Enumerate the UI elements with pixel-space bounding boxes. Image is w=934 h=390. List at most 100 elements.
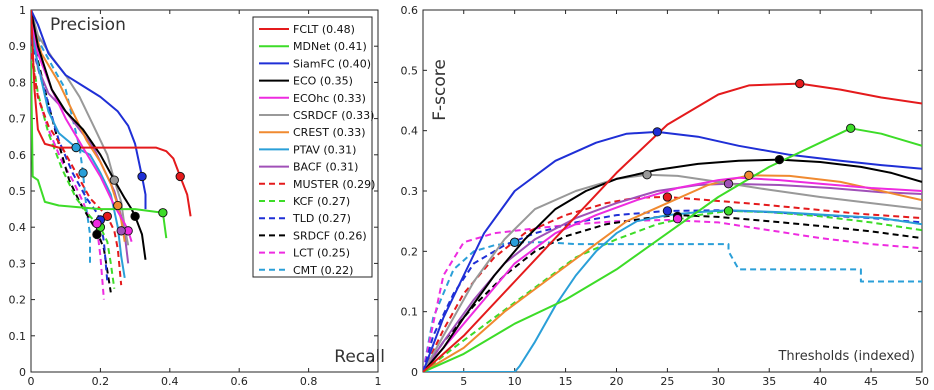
y-tick-label: 1	[19, 4, 26, 17]
legend-label-csrdcf: CSRDCF (0.33)	[293, 109, 374, 122]
legend-label-cmt: CMT (0.22)	[293, 264, 353, 277]
legend-label-siamfc: SiamFC (0.40)	[293, 57, 371, 70]
legend-label-tld: TLD (0.27)	[292, 212, 351, 225]
y-tick-label: 0.5	[401, 64, 419, 77]
series-line-ptav	[423, 209, 922, 372]
series-group	[31, 10, 192, 300]
y-tick-label: 0.4	[401, 125, 419, 138]
series-marker-csrdcf	[642, 170, 652, 180]
legend: FCLT (0.48) MDNet (0.41) SiamFC (0.40) ECO …	[252, 16, 375, 278]
series-line-kcf	[423, 209, 922, 372]
series-marker-lct	[672, 214, 683, 224]
series-marker-bacf	[723, 179, 734, 189]
x-tick-label: 0.6	[230, 375, 248, 388]
series-marker-srdcf	[92, 229, 102, 240]
series-marker-mdnet	[158, 208, 168, 218]
y-tick-label: 0.1	[401, 306, 419, 319]
series-marker-siamfc	[652, 127, 662, 137]
series-marker-siamfc	[137, 171, 147, 182]
x-axis-label: Recall	[334, 347, 385, 367]
series-marker-lct	[92, 218, 102, 229]
series-marker-crest	[113, 200, 123, 211]
legend-label-crest: CREST (0.33)	[293, 126, 366, 139]
series-line-cmt	[423, 241, 922, 372]
legend-label-ptav: PTAV (0.31)	[293, 143, 356, 156]
y-tick-label: 0.2	[401, 245, 419, 258]
series-line-mdnet	[31, 60, 168, 239]
series-line-csrdcf	[423, 173, 922, 372]
series-line-lct	[423, 219, 922, 372]
series-line-muster	[31, 53, 123, 286]
series-group	[423, 82, 922, 372]
x-tick-label: 0.8	[300, 375, 318, 388]
legend-label-lct: LCT (0.25)	[293, 247, 350, 260]
x-tick-label: 35	[762, 375, 776, 388]
series-line-fclt	[423, 82, 922, 372]
series-line-ptav	[31, 27, 126, 279]
precision-recall-panel: 0 0.2 0.4 0.6 0.8 1 0 0.1 0.2 0.3 0.4 0.5 0.6 0.7 0.8 0…	[9, 4, 386, 388]
y-tick-label: 0	[19, 366, 26, 379]
y-tick-label: 0.9	[9, 40, 27, 53]
x-tick-label: 0.4	[161, 375, 179, 388]
x-tick-label: 15	[559, 375, 573, 388]
x-tick-label: 20	[609, 375, 623, 388]
series-marker-tld	[662, 206, 673, 216]
legend-label-srdcf: SRDCF (0.26)	[293, 229, 367, 242]
series-marker-bacf	[116, 226, 126, 236]
y-tick-label: 0.6	[9, 149, 27, 162]
y-tick-label: 0.3	[9, 257, 27, 270]
legend-box	[252, 16, 373, 278]
y-tick-label: 0.1	[9, 330, 27, 343]
series-line-cmt	[31, 16, 91, 264]
y-tick-label: 0.8	[9, 76, 27, 89]
x-tick-label: 10	[508, 375, 522, 388]
legend-label-kcf: KCF (0.27)	[293, 195, 350, 208]
series-line-siamfc	[423, 130, 922, 372]
series-line-bacf	[423, 182, 922, 372]
series-line-eco	[423, 158, 922, 372]
legend-label-eco: ECO (0.35)	[293, 75, 353, 88]
x-tick-label: 50	[915, 375, 929, 388]
y-axis-label: F-score	[430, 59, 450, 121]
series-line-ecohc	[423, 176, 922, 372]
y-tick-label: 0.6	[401, 4, 419, 17]
series-line-tld	[423, 209, 922, 372]
x-axis-label: Thresholds (indexed)	[777, 349, 915, 364]
series-marker-fclt	[175, 171, 185, 182]
series-marker-kcf	[723, 206, 734, 216]
legend-label-bacf: BACF (0.31)	[293, 161, 358, 174]
series-marker-muster	[662, 192, 673, 202]
legend-label-mdnet: MDNet (0.41)	[293, 40, 367, 53]
series-marker-mdnet	[846, 123, 856, 133]
y-tick-label: 0	[411, 366, 418, 379]
legend-label-ecohc: ECOhc (0.33)	[293, 92, 366, 105]
x-tick-label: 0	[28, 375, 35, 388]
fscore-threshold-panel: 5 10 15 20 25 30 35 40 45 50 0 0.1 0.2 0.3 0.4 0.5 0.6 F-…	[401, 4, 930, 388]
series-marker-csrdcf	[109, 175, 119, 185]
x-tick-label: 0.2	[92, 375, 110, 388]
series-marker-cmt	[510, 237, 520, 247]
x-tick-label: 5	[460, 375, 467, 388]
series-line-lct	[31, 53, 105, 300]
series-line-crest	[423, 174, 922, 372]
x-tick-label: 1	[375, 375, 382, 388]
series-line-mdnet	[423, 127, 922, 372]
x-tick-label: 45	[864, 375, 878, 388]
y-tick-label: 0.5	[9, 185, 27, 198]
y-tick-label: 0.2	[9, 294, 27, 307]
y-tick-label: 0.7	[9, 113, 27, 126]
x-tick-label: 40	[813, 375, 827, 388]
legend-label-muster: MUSTER (0.29)	[293, 178, 375, 191]
series-marker-eco	[130, 211, 140, 221]
series-marker-ptav	[71, 142, 81, 153]
series-line-tld	[31, 38, 109, 282]
legend-label-fclt: FCLT (0.48)	[293, 23, 355, 36]
y-tick-label: 0.4	[9, 221, 27, 234]
y-tick-label: 0.3	[401, 185, 419, 198]
series-marker-fclt	[795, 78, 805, 89]
series-marker-crest	[744, 170, 754, 180]
series-marker-cmt	[78, 168, 88, 178]
series-marker-eco	[774, 154, 785, 165]
x-tick-label: 30	[711, 375, 725, 388]
